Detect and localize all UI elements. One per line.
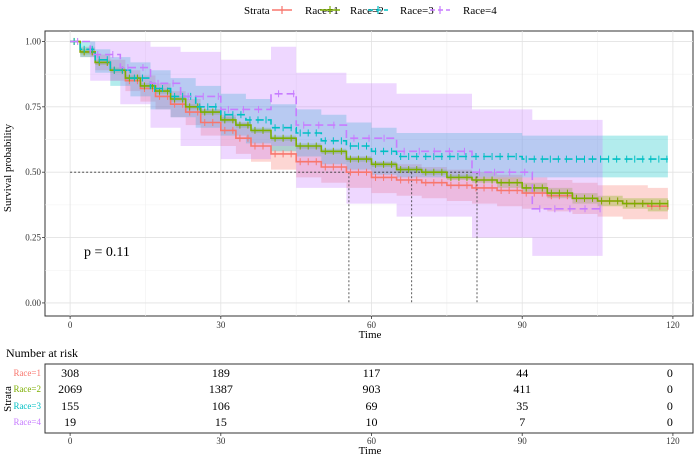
risk-count: 1387	[209, 382, 233, 396]
risk-count: 0	[667, 366, 673, 380]
risk-count: 10	[366, 415, 378, 429]
legend-entry: Race=4	[463, 5, 497, 17]
legend: Strata Race=1 Race=2 Race=3 Race=4	[244, 5, 497, 17]
y-axis-title: Survival probability	[2, 123, 14, 212]
risk-y-axis-title: Strata	[2, 386, 14, 412]
ci-ribbon-race-1	[70, 41, 668, 220]
risk-count: 117	[363, 366, 381, 380]
risk-row-label: Race=2	[13, 384, 41, 394]
legend-title: Strata	[244, 5, 270, 17]
risk-table-title: Number at risk	[6, 346, 78, 360]
risk-count: 106	[212, 399, 230, 413]
risk-x-axis-title: Time	[359, 445, 382, 457]
risk-row-label: Race=1	[13, 368, 41, 378]
x-axis-title: Time	[359, 329, 382, 341]
risk-x-tick-label: 120	[666, 436, 680, 446]
risk-count: 7	[519, 415, 525, 429]
survival-plot-panel: 0 30 60 90 120 0.00 0.25 0.50 0.75 1.00	[25, 30, 694, 330]
risk-count: 19	[64, 415, 76, 429]
risk-count: 2069	[58, 382, 82, 396]
survival-curve-race-4	[70, 40, 603, 210]
risk-table-panel: Race=1 308 189 117 44 0 Race=2 2069 1387 903 411 0 R…	[13, 363, 694, 446]
risk-x-tick-label: 0	[68, 436, 73, 446]
ci-ribbon-race-3	[70, 41, 668, 178]
risk-count: 0	[667, 415, 673, 429]
legend-entry: Race=2	[350, 5, 384, 17]
risk-count: 903	[363, 382, 381, 396]
y-tick-label: 0.25	[25, 233, 41, 243]
risk-count: 0	[667, 399, 673, 413]
p-value-annotation: p = 0.11	[84, 245, 130, 260]
y-tick-label: 0.00	[25, 298, 41, 308]
risk-count: 69	[366, 399, 378, 413]
risk-row-label: Race=4	[13, 417, 41, 427]
x-tick-label: 120	[666, 320, 680, 330]
risk-count: 155	[61, 399, 79, 413]
risk-x-tick-label: 60	[367, 436, 377, 446]
risk-count: 44	[516, 366, 528, 380]
y-tick-label: 0.75	[25, 102, 41, 112]
risk-count: 35	[516, 399, 528, 413]
x-tick-label: 60	[367, 320, 377, 330]
risk-count: 411	[513, 382, 531, 396]
x-tick-label: 30	[216, 320, 226, 330]
risk-table-background	[44, 363, 694, 434]
risk-count: 0	[667, 382, 673, 396]
y-tick-label: 1.00	[25, 36, 41, 46]
y-tick-label: 0.50	[25, 167, 41, 177]
risk-x-tick-label: 90	[518, 436, 528, 446]
x-tick-label: 90	[518, 320, 528, 330]
survival-curve-race-2	[70, 40, 668, 205]
plot-background	[44, 30, 694, 317]
legend-entry: Race=1	[305, 5, 339, 17]
risk-row-label: Race=3	[13, 401, 41, 411]
x-tick-label: 0	[68, 320, 73, 330]
legend-entry: Race=3	[400, 5, 434, 17]
risk-x-tick-label: 30	[216, 436, 226, 446]
risk-count: 308	[61, 366, 79, 380]
risk-count: 15	[215, 415, 227, 429]
risk-count: 189	[212, 366, 230, 380]
